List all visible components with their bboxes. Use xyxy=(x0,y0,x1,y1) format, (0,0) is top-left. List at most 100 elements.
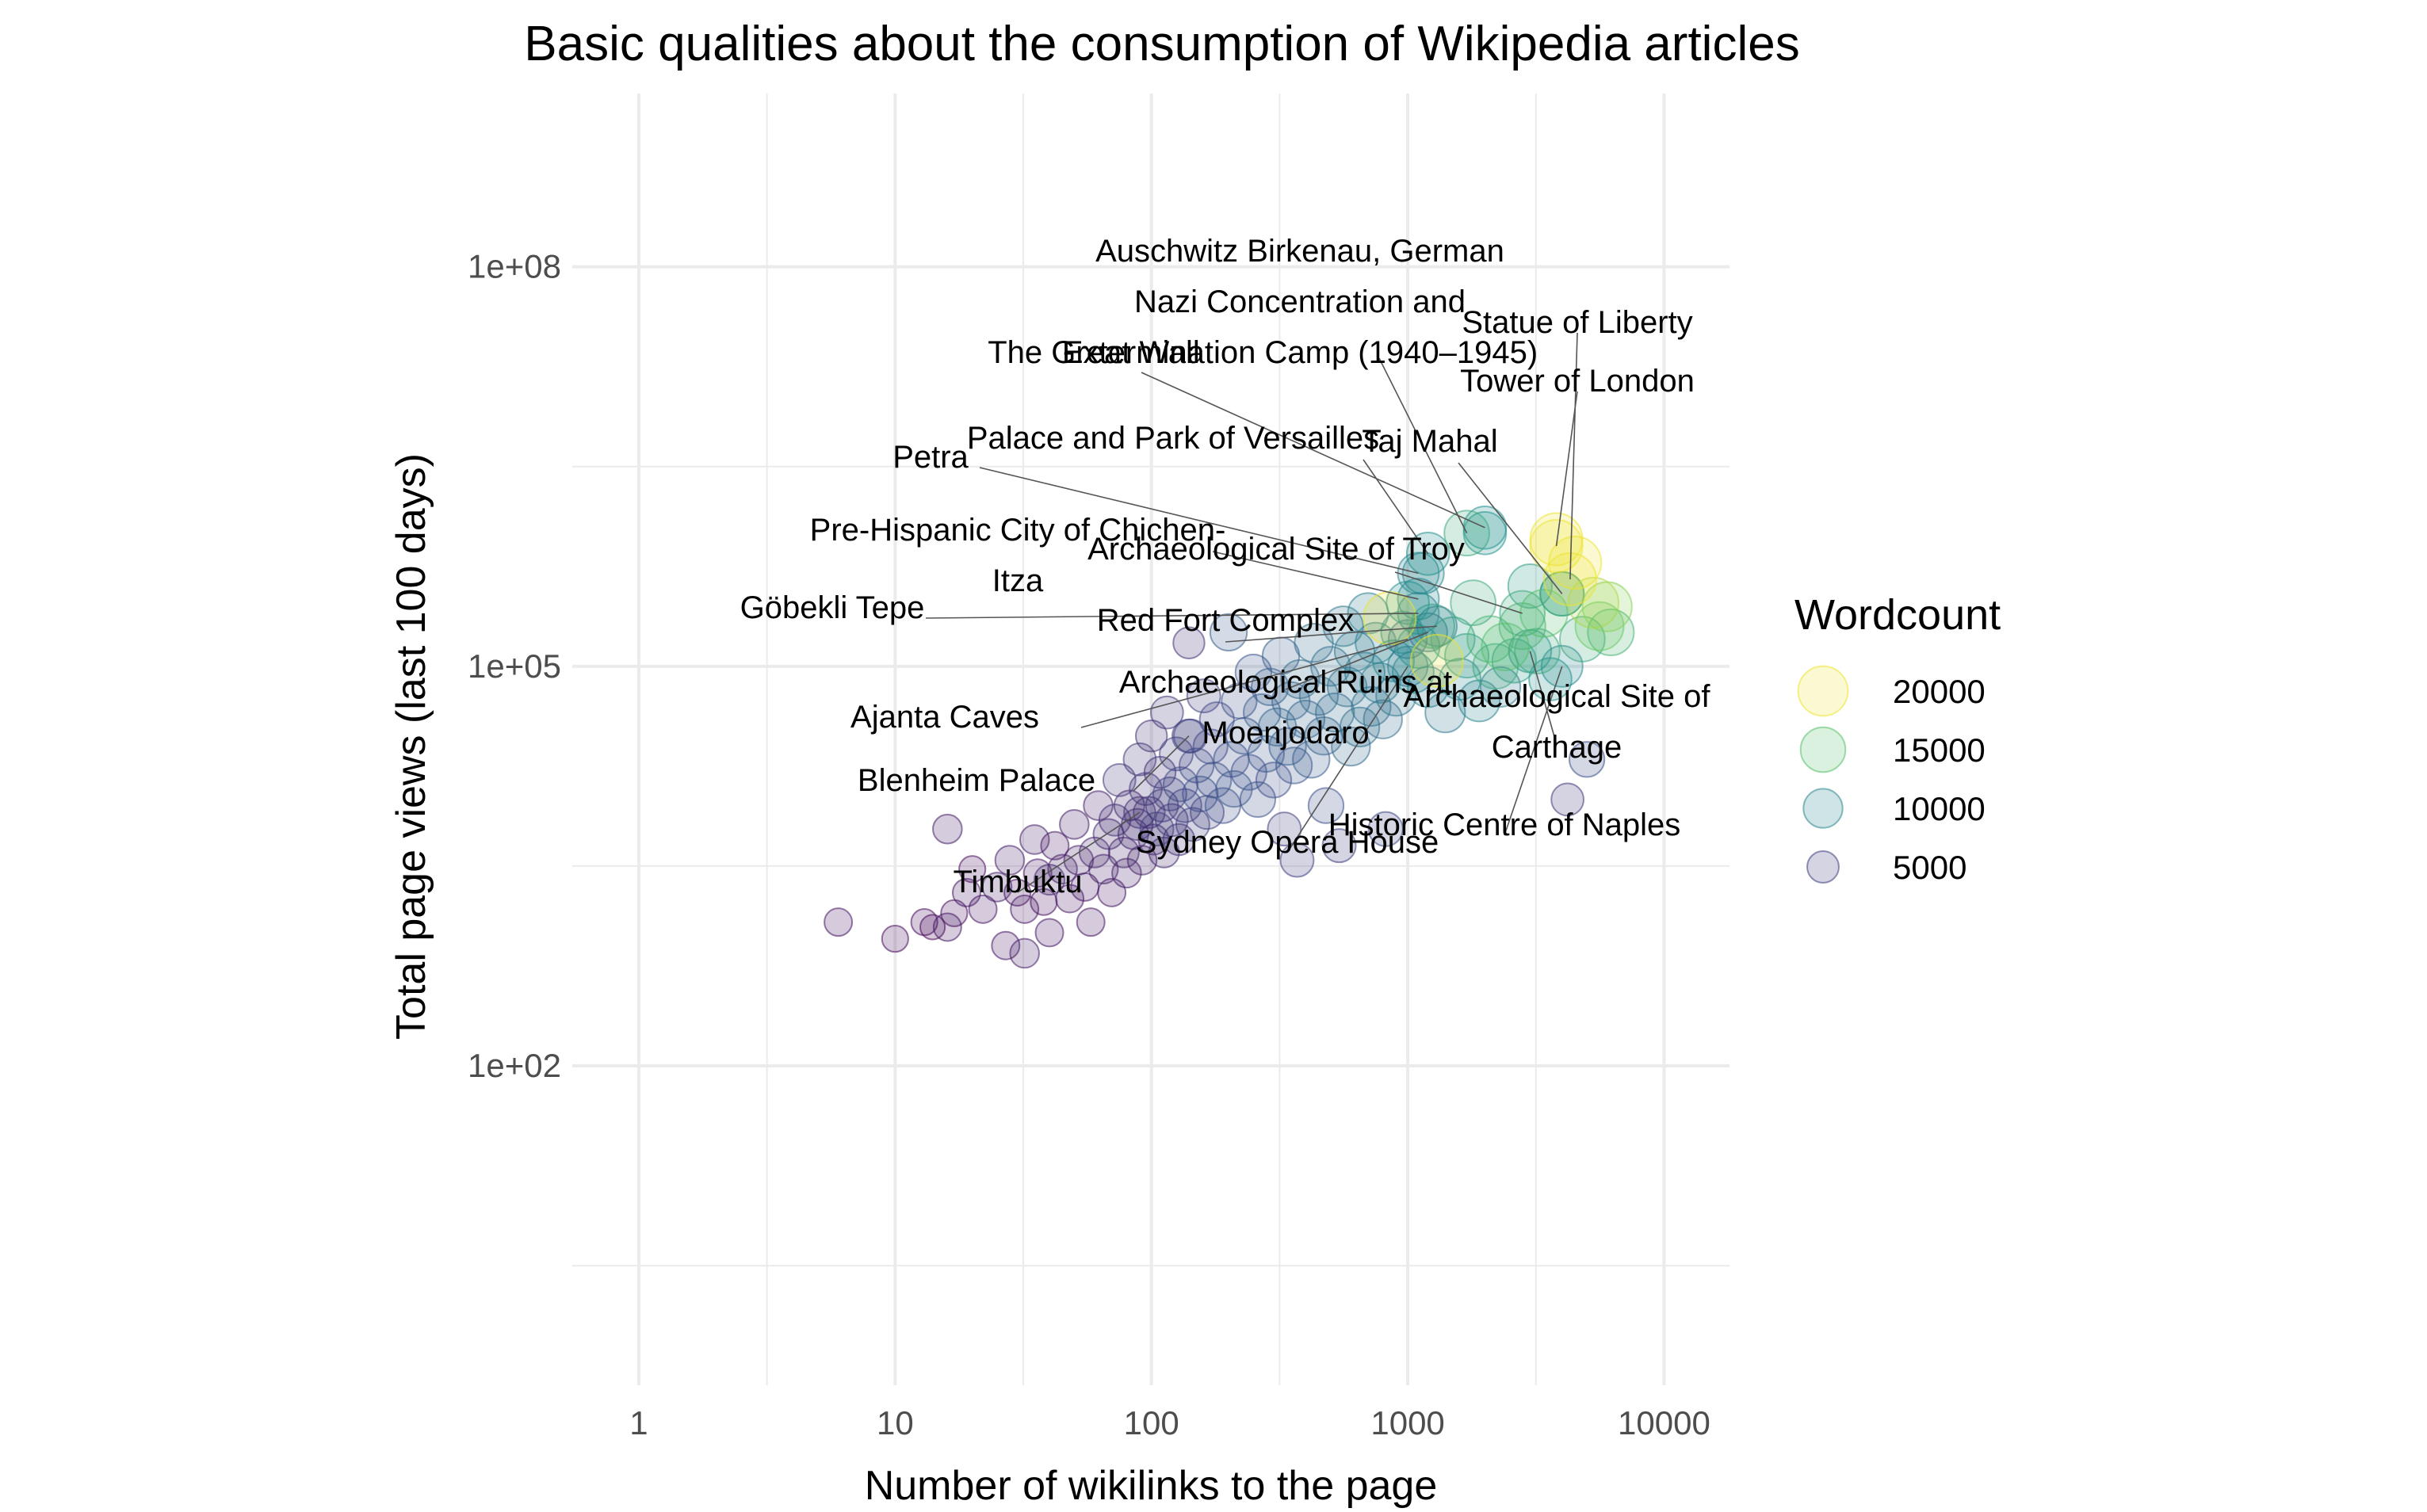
data-point xyxy=(1367,811,1404,847)
label-leader-line xyxy=(1394,571,1523,614)
point-label-line: Sydney Opera House xyxy=(1136,825,1439,860)
x-tick-label: 100 xyxy=(1124,1404,1179,1441)
data-point xyxy=(1331,726,1371,767)
data-point xyxy=(958,855,987,884)
data-point xyxy=(1315,692,1355,733)
data-point xyxy=(1022,858,1053,888)
data-point xyxy=(919,914,946,941)
x-tick-label: 10000 xyxy=(1618,1404,1710,1441)
label-leader-line xyxy=(1555,391,1578,547)
point-label-line: Taj Mahal xyxy=(1362,424,1497,459)
data-point xyxy=(1310,646,1351,687)
point-label-line: Itza xyxy=(992,563,1044,598)
point-label: Archaeological Ruins at Moenjodaro xyxy=(1119,665,1452,750)
legend-key xyxy=(1802,788,1844,829)
point-label-line: Nazi Concentration and xyxy=(1134,284,1466,319)
legend-key xyxy=(1797,665,1849,717)
data-point xyxy=(1568,741,1606,778)
data-point xyxy=(968,894,998,924)
point-label: Ajanta Caves xyxy=(850,700,1039,735)
point-label-line: Statue of Liberty xyxy=(1462,305,1692,340)
point-label-line: Blenheim Palace xyxy=(858,763,1095,798)
data-point xyxy=(1514,628,1561,675)
y-axis-title: Total page views (last 100 days) xyxy=(388,453,434,1040)
data-point xyxy=(1529,512,1584,567)
data-point xyxy=(1333,630,1376,672)
label-leader-line xyxy=(1458,462,1563,594)
point-label: Göbekli Tepe xyxy=(740,590,925,625)
point-label-line: The Great Wall xyxy=(988,335,1199,370)
point-label-line: Pre-Hispanic City of Chichen- xyxy=(810,513,1226,548)
data-point xyxy=(1063,845,1095,876)
data-point xyxy=(1087,853,1119,885)
data-point xyxy=(1267,811,1302,847)
legend-title: Wordcount xyxy=(1794,591,2001,639)
point-label-line: Palace and Park of Versailles xyxy=(967,421,1379,456)
point-label-line: Archaeological Site of Troy xyxy=(1087,532,1465,567)
point-label: Palace and Park of Versailles xyxy=(967,421,1379,456)
data-point xyxy=(1034,918,1064,948)
legend-label: 10000 xyxy=(1893,790,1986,827)
point-label: Petra xyxy=(892,440,969,475)
legend-key xyxy=(1806,850,1840,884)
point-label: Archaeological Site of Troy xyxy=(1087,532,1465,567)
data-point xyxy=(1182,775,1219,813)
data-point xyxy=(1186,678,1221,714)
data-point xyxy=(1321,828,1357,864)
data-point xyxy=(1009,937,1040,969)
legend-label: 15000 xyxy=(1893,731,1986,769)
point-label: Sydney Opera House xyxy=(1136,825,1439,860)
label-leader-lines xyxy=(925,332,1578,893)
point-label: Tower of London xyxy=(1460,364,1695,399)
x-axis-ticks: 1 10 100 1000 10000 xyxy=(629,1404,1710,1441)
data-point xyxy=(1149,695,1184,730)
y-axis-ticks: 1e+02 1e+05 1e+08 xyxy=(468,248,561,1084)
chart-title: Basic qualities about the consumption of… xyxy=(524,17,1799,71)
data-point xyxy=(991,930,1021,960)
data-point xyxy=(1162,823,1196,857)
data-points xyxy=(824,506,1635,969)
point-label-line: Timbuktu xyxy=(953,865,1082,899)
data-point xyxy=(1172,626,1206,659)
data-point xyxy=(1450,579,1496,626)
label-leader-line xyxy=(1133,735,1190,792)
data-point xyxy=(1444,632,1490,679)
data-point xyxy=(1215,769,1253,808)
point-label-line: Ajanta Caves xyxy=(850,700,1039,735)
data-point xyxy=(1122,742,1157,777)
data-point xyxy=(1550,782,1585,817)
data-point xyxy=(824,907,854,937)
data-point xyxy=(1251,667,1290,707)
data-point xyxy=(1466,615,1515,663)
data-point xyxy=(1162,766,1199,803)
data-point xyxy=(1409,633,1464,688)
point-label: Taj Mahal xyxy=(1362,424,1497,459)
data-point xyxy=(1010,894,1040,924)
data-point xyxy=(1339,706,1381,748)
data-point xyxy=(1139,811,1175,847)
data-point xyxy=(1242,693,1282,732)
x-tick-label: 10 xyxy=(877,1404,914,1441)
data-point xyxy=(910,908,938,937)
point-label-line: Tower of London xyxy=(1460,364,1695,399)
legend: Wordcount 20000 15000 10000 5000 xyxy=(1794,591,2001,886)
label-leader-line xyxy=(925,613,1419,619)
point-label-line: Göbekli Tepe xyxy=(740,590,925,625)
label-leader-line xyxy=(1363,459,1429,555)
data-point xyxy=(1055,884,1085,914)
label-leader-line xyxy=(1285,632,1428,690)
data-point xyxy=(1083,790,1114,821)
data-point xyxy=(1047,853,1078,885)
data-point xyxy=(1239,781,1277,819)
point-label: Timbuktu xyxy=(953,865,1082,899)
data-point xyxy=(1363,699,1403,739)
y-tick-label: 1e+05 xyxy=(468,647,561,685)
label-leader-line xyxy=(979,467,1419,575)
data-point xyxy=(1152,776,1187,811)
data-point xyxy=(1033,864,1066,896)
point-label-line: Archaeological Ruins at xyxy=(1119,665,1452,700)
data-point xyxy=(1107,836,1140,869)
x-tick-label: 1 xyxy=(629,1404,648,1441)
data-point xyxy=(1479,666,1522,708)
data-point xyxy=(1192,728,1229,765)
